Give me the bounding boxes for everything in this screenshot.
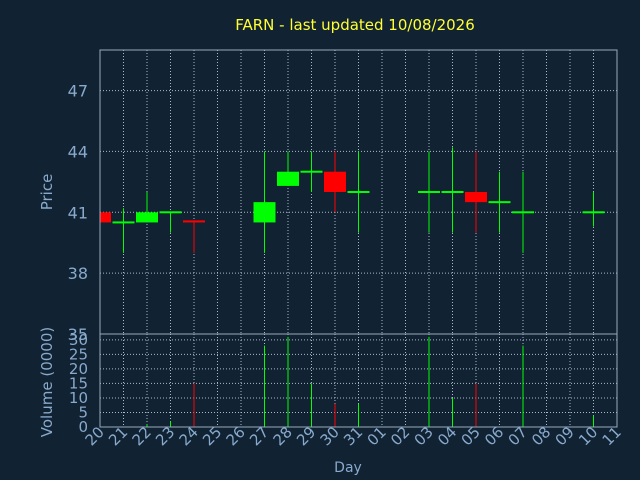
price-tick-label: 35 — [68, 325, 88, 344]
price-tick-labels: 35 38 41 44 47 — [68, 82, 88, 344]
candle-body-10 — [582, 211, 605, 214]
price-tick-label: 38 — [68, 264, 88, 283]
day-tick-labels: 2021222324252627282930310102030405060708… — [82, 423, 625, 449]
volume-tick-label: 10 — [69, 389, 88, 407]
candle-body-29 — [300, 170, 323, 173]
candle-body-27 — [253, 202, 276, 223]
price-tick-label: 41 — [68, 203, 88, 222]
candle-body-21 — [112, 221, 135, 224]
candle-body-04 — [441, 191, 464, 193]
volume-tick-label: 25 — [69, 345, 88, 363]
candle-body-24 — [183, 220, 205, 223]
price-tick-label: 44 — [68, 142, 88, 161]
x-axis-label: Day — [334, 460, 362, 476]
price-tick-label: 47 — [68, 82, 88, 101]
candle-body-23 — [159, 211, 182, 214]
candle-body-07 — [512, 211, 534, 214]
volume-tick-label: 5 — [78, 403, 88, 421]
candle-body-31 — [347, 191, 370, 193]
volume-tick-label: 20 — [69, 360, 88, 378]
volume-axis-label: Volume (0000) — [38, 327, 56, 437]
volume-tick-label: 30 — [69, 331, 88, 349]
volume-panel-border — [99, 333, 618, 428]
candle-body-22 — [136, 212, 158, 223]
volume-tick-label: 0 — [78, 418, 88, 436]
candle-body-20 — [100, 212, 111, 223]
candle-body-05 — [465, 192, 487, 203]
plot-frame — [99, 49, 618, 428]
chart-title: FARN - last updated 10/08/2026 — [235, 16, 475, 34]
price-axis-label: Price — [38, 174, 56, 211]
volume-bars — [146, 336, 594, 427]
candle-body-28 — [277, 171, 299, 186]
candle-body-06 — [488, 201, 511, 204]
candle-body-30 — [324, 171, 346, 192]
candle-body-03 — [418, 191, 440, 193]
volume-tick-label: 15 — [69, 374, 88, 392]
candles — [99, 147, 605, 253]
